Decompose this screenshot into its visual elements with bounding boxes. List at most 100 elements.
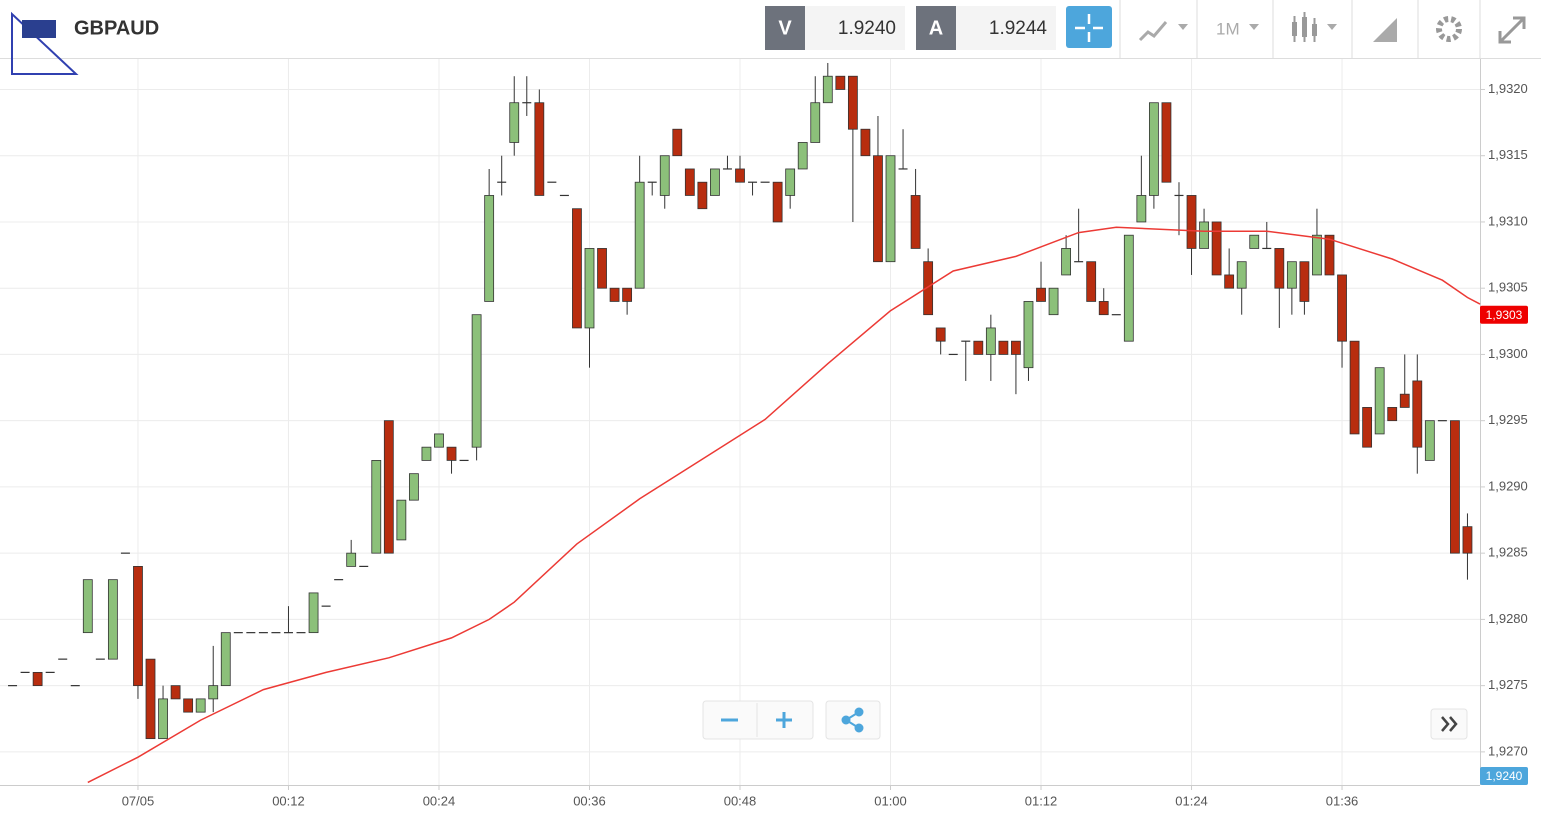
y-tick-label: 1,9320 [1488,81,1528,96]
candle-body [484,195,495,302]
zoom-in-button[interactable] [776,712,792,728]
candle-body [772,181,783,223]
candle-body [634,181,645,289]
settings-icon[interactable] [1436,16,1462,42]
candle-body [346,552,357,567]
candle-body [308,592,319,634]
fullscreen-icon[interactable] [1498,16,1526,44]
plot-area: 1,9270 1,9275 1,9280 1,9285 1,9290 1,9295 1,93… [0,59,1541,822]
bid-price: 1.9240 [838,18,896,39]
toolbar-separators [1119,0,1481,58]
candle-body [609,287,620,302]
candle-body [32,671,43,687]
candle-body [208,685,219,700]
candle-body [1211,221,1222,276]
candle-body [1362,407,1373,448]
candle-body [534,102,545,196]
candle-body [1324,234,1335,276]
y-tick-label: 1,9290 [1488,478,1528,493]
candle-body [107,579,118,660]
candle-body [998,340,1009,355]
price-label-box [1480,767,1528,785]
candle-style-icon[interactable] [1292,12,1317,42]
axis-panel [1480,59,1541,822]
candle-body [1011,340,1021,355]
candle-body [985,327,996,355]
candle-body [735,168,745,183]
candle-body [847,75,858,130]
candle-body [1337,274,1347,342]
y-tick-label: 1,9285 [1488,545,1528,560]
candle-body [885,155,896,263]
x-tick-label: 00:36 [573,793,606,808]
zoom-controls [702,700,814,740]
candle-body [471,314,482,448]
candle-body [1424,420,1435,461]
ma-last-label-box [1480,305,1528,324]
candle-body [434,433,444,448]
candle-body [1299,261,1310,302]
candle-body [1161,102,1172,183]
candle-body [220,632,231,687]
ask-button[interactable] [916,6,956,50]
candle-body [383,420,394,554]
candle-body [1061,248,1072,276]
y-tick-label: 1,9270 [1488,743,1528,758]
candle-body [396,499,407,541]
candle-body [1286,261,1297,289]
price-label: 1,9240 [1486,769,1523,783]
dropdown-arrow [1327,24,1337,30]
dropdown-arrow [1249,24,1259,30]
ask-field [956,6,1056,50]
crosshair-icon [1075,14,1103,42]
candle-body [1274,248,1285,289]
timeframe[interactable]: 1M [1216,19,1240,38]
y-tick-label: 1,9295 [1488,412,1528,427]
drawing-icon[interactable] [1373,18,1397,42]
candle-body [408,473,419,501]
candle-body [973,340,984,355]
candle-body [1450,420,1460,554]
share-button[interactable] [825,700,881,740]
bid-field [805,6,905,50]
share-icon [841,707,864,733]
bid-button[interactable] [765,6,805,50]
candle-body [860,128,871,157]
candle-body [1186,195,1197,249]
candle-body [421,446,432,461]
candle-body [835,75,846,90]
y-tick-label: 1,9305 [1488,280,1528,295]
ask-price: 1.9244 [989,18,1048,39]
y-tick-label: 1,9275 [1488,677,1528,692]
x-tick-label: 01:00 [874,793,907,808]
candle-body [822,75,833,104]
crosshair-button[interactable] [1066,6,1112,48]
candle-body [158,698,168,740]
candle-body [910,195,921,249]
candle-body [1399,393,1410,408]
candle-body [810,102,821,143]
candle-body [672,128,683,157]
candle-body [1023,301,1034,369]
chart-type-icon[interactable] [1138,21,1168,42]
y-tick-label: 1,9300 [1488,346,1528,361]
candle-body [1374,367,1385,435]
candle-body [1136,195,1147,223]
candle-body [1249,234,1260,249]
flag-icon [22,20,56,38]
moving-average-line [87,226,1481,784]
candle-body [659,155,670,196]
candle-body [785,168,796,196]
scroll-right-icon [1441,716,1458,732]
candle-body [170,685,181,700]
x-tick-label: 07/05 [122,793,155,808]
candle-body [873,155,883,263]
y-tick-label: 1,9280 [1488,611,1528,626]
candle-body [684,168,695,196]
symbol: GBPAUD [74,17,159,39]
candle-body [622,287,633,302]
candle-body [183,698,194,713]
candle-body [710,168,720,196]
